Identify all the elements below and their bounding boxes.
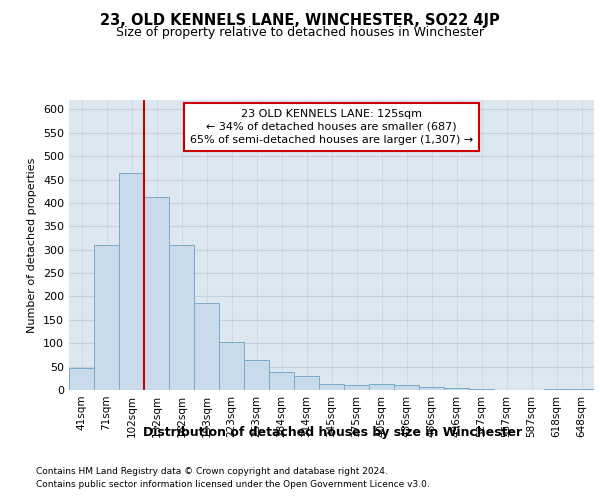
Bar — [544, 388, 569, 390]
Bar — [344, 386, 369, 390]
Text: Size of property relative to detached houses in Winchester: Size of property relative to detached ho… — [116, 26, 484, 39]
Bar — [169, 245, 194, 390]
Bar — [319, 384, 344, 390]
Text: Distribution of detached houses by size in Winchester: Distribution of detached houses by size … — [143, 426, 523, 439]
Bar — [144, 197, 169, 390]
Bar — [269, 372, 294, 390]
Bar — [69, 368, 94, 390]
Bar — [244, 360, 269, 390]
Bar — [369, 384, 394, 390]
Bar — [219, 342, 244, 390]
Bar — [194, 304, 219, 390]
Bar — [119, 172, 144, 390]
Text: Contains HM Land Registry data © Crown copyright and database right 2024.: Contains HM Land Registry data © Crown c… — [36, 467, 388, 476]
Y-axis label: Number of detached properties: Number of detached properties — [28, 158, 37, 332]
Bar — [469, 388, 494, 390]
Bar — [569, 388, 594, 390]
Bar — [294, 376, 319, 390]
Bar — [94, 245, 119, 390]
Bar — [394, 386, 419, 390]
Text: 23 OLD KENNELS LANE: 125sqm
← 34% of detached houses are smaller (687)
65% of se: 23 OLD KENNELS LANE: 125sqm ← 34% of det… — [190, 108, 473, 145]
Text: 23, OLD KENNELS LANE, WINCHESTER, SO22 4JP: 23, OLD KENNELS LANE, WINCHESTER, SO22 4… — [100, 12, 500, 28]
Text: Contains public sector information licensed under the Open Government Licence v3: Contains public sector information licen… — [36, 480, 430, 489]
Bar — [444, 388, 469, 390]
Bar — [419, 387, 444, 390]
